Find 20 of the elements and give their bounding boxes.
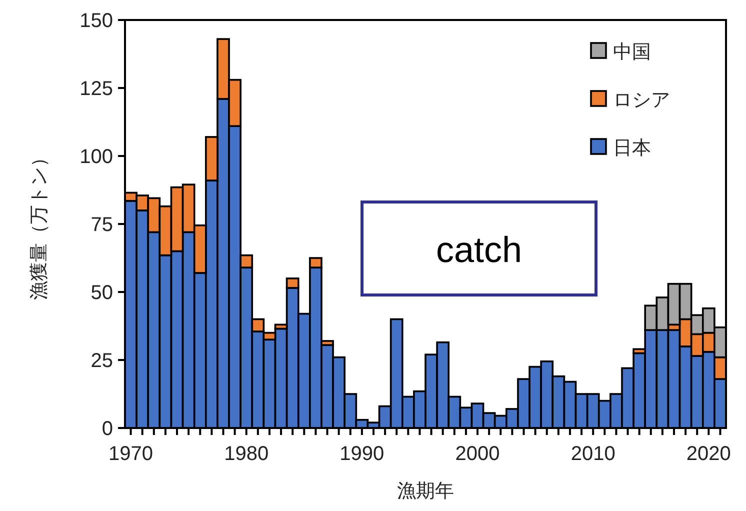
legend-label: ロシア [613, 90, 670, 111]
y-tick-label: 150 [80, 10, 113, 32]
annotation-box: catch [360, 200, 598, 296]
y-tick-label: 75 [90, 214, 113, 236]
y-tick-label: 50 [90, 282, 113, 304]
x-tick-label: 2020 [686, 443, 731, 465]
y-tick-label: 125 [80, 78, 113, 100]
x-tick-label: 2000 [455, 443, 500, 465]
legend-label: 中国 [613, 42, 651, 63]
y-tick-label: 25 [90, 350, 113, 372]
y-tick-label: 0 [102, 418, 113, 440]
x-tick-label: 1990 [340, 443, 384, 465]
y-tick-label: 100 [80, 146, 113, 168]
x-tick-label: 1970 [108, 443, 154, 465]
annotation: catch [436, 229, 522, 270]
y-axis-title: 漁獲量（万トン） [29, 148, 50, 300]
x-tick-label: 1980 [224, 443, 269, 465]
x-axis-title: 漁期年 [397, 481, 454, 502]
legend-label: 日本 [613, 138, 651, 159]
x-tick-label: 2010 [570, 443, 616, 465]
